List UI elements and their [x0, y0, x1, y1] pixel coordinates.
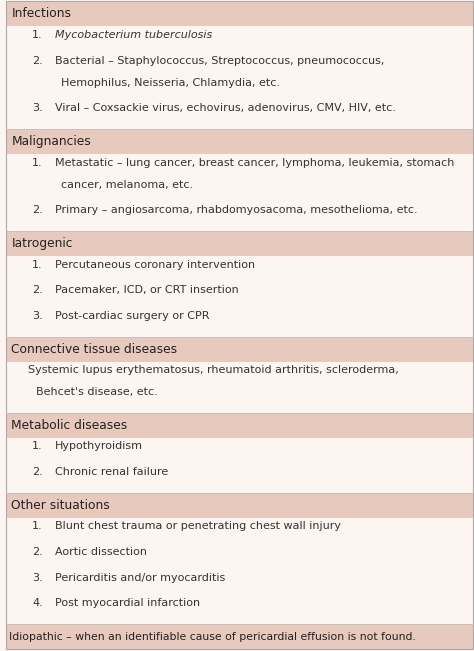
Text: 1.: 1. — [32, 30, 43, 40]
Text: Metabolic diseases: Metabolic diseases — [11, 419, 128, 432]
FancyBboxPatch shape — [6, 413, 473, 438]
FancyBboxPatch shape — [6, 361, 473, 413]
FancyBboxPatch shape — [6, 231, 473, 256]
Text: 2.: 2. — [32, 55, 43, 66]
Text: 2.: 2. — [32, 467, 43, 477]
Text: Iatrogenic: Iatrogenic — [11, 237, 73, 250]
Text: Idiopathic – when an identifiable cause of pericardial effusion is not found.: Idiopathic – when an identifiable cause … — [9, 631, 416, 641]
Text: 1.: 1. — [32, 521, 43, 531]
FancyBboxPatch shape — [6, 438, 473, 493]
FancyBboxPatch shape — [6, 256, 473, 337]
Text: 1.: 1. — [32, 441, 43, 452]
Text: Connective tissue diseases: Connective tissue diseases — [11, 342, 177, 355]
Text: 4.: 4. — [32, 598, 43, 608]
FancyBboxPatch shape — [6, 493, 473, 518]
Text: Primary – angiosarcoma, rhabdomyosacoma, mesothelioma, etc.: Primary – angiosarcoma, rhabdomyosacoma,… — [55, 205, 417, 215]
Text: Behcet's disease, etc.: Behcet's disease, etc. — [36, 387, 157, 397]
Text: Other situations: Other situations — [11, 499, 110, 512]
FancyBboxPatch shape — [6, 129, 473, 154]
Text: Percutaneous coronary intervention: Percutaneous coronary intervention — [55, 260, 255, 270]
Text: 1.: 1. — [32, 260, 43, 270]
Text: 3.: 3. — [32, 573, 43, 583]
Text: Systemic lupus erythematosus, rheumatoid arthritis, scleroderma,: Systemic lupus erythematosus, rheumatoid… — [28, 365, 399, 375]
Text: 2.: 2. — [32, 285, 43, 296]
FancyBboxPatch shape — [6, 337, 473, 361]
Text: Pericarditis and/or myocarditis: Pericarditis and/or myocarditis — [55, 573, 225, 583]
Text: Post myocardial infarction: Post myocardial infarction — [55, 598, 200, 608]
Text: 3.: 3. — [32, 104, 43, 113]
Text: cancer, melanoma, etc.: cancer, melanoma, etc. — [61, 180, 193, 189]
Text: Aortic dissection: Aortic dissection — [55, 547, 146, 557]
Text: Viral – Coxsackie virus, echovirus, adenovirus, CMV, HIV, etc.: Viral – Coxsackie virus, echovirus, aden… — [55, 104, 395, 113]
Text: Chronic renal failure: Chronic renal failure — [55, 467, 168, 477]
Text: Mycobacterium tuberculosis: Mycobacterium tuberculosis — [55, 30, 212, 40]
Text: Hemophilus, Neisseria, Chlamydia, etc.: Hemophilus, Neisseria, Chlamydia, etc. — [61, 77, 280, 88]
Text: 2.: 2. — [32, 547, 43, 557]
FancyBboxPatch shape — [6, 27, 473, 129]
Text: 3.: 3. — [32, 311, 43, 321]
Text: Hypothyroidism: Hypothyroidism — [55, 441, 143, 452]
FancyBboxPatch shape — [6, 1, 473, 27]
Text: Blunt chest trauma or penetrating chest wall injury: Blunt chest trauma or penetrating chest … — [55, 521, 340, 531]
Text: Malignancies: Malignancies — [11, 135, 91, 148]
Text: 1.: 1. — [32, 158, 43, 167]
Text: Infections: Infections — [11, 7, 72, 20]
Text: 2.: 2. — [32, 205, 43, 215]
Text: Post-cardiac surgery or CPR: Post-cardiac surgery or CPR — [55, 311, 209, 321]
Text: Metastatic – lung cancer, breast cancer, lymphoma, leukemia, stomach: Metastatic – lung cancer, breast cancer,… — [55, 158, 454, 167]
Text: Pacemaker, ICD, or CRT insertion: Pacemaker, ICD, or CRT insertion — [55, 285, 238, 296]
FancyBboxPatch shape — [6, 518, 473, 624]
FancyBboxPatch shape — [6, 154, 473, 231]
FancyBboxPatch shape — [6, 624, 473, 649]
Text: Bacterial – Staphylococcus, Streptococcus, pneumococcus,: Bacterial – Staphylococcus, Streptococcu… — [55, 55, 384, 66]
